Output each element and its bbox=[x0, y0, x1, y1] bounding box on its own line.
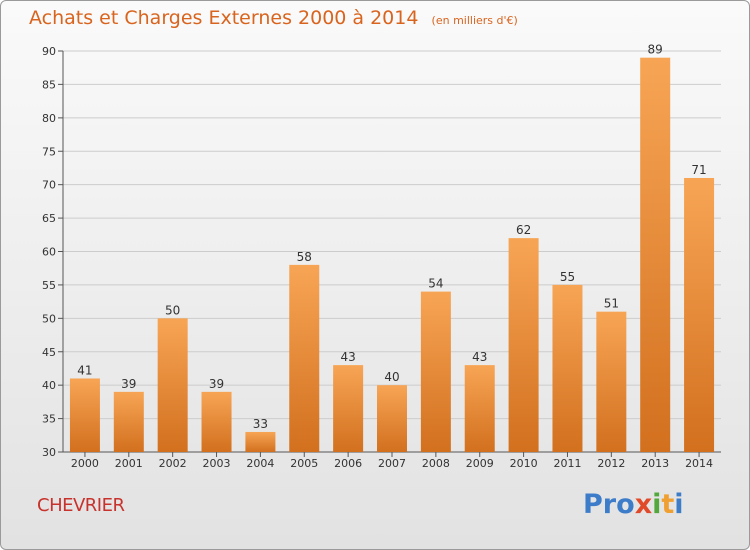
value-label: 55 bbox=[560, 270, 575, 284]
bar-2014 bbox=[684, 177, 715, 452]
x-tick-label: 2005 bbox=[290, 457, 318, 470]
x-tick-label: 2000 bbox=[71, 457, 99, 470]
value-label: 40 bbox=[384, 370, 399, 384]
x-tick-label: 2008 bbox=[422, 457, 450, 470]
y-tick-label: 70 bbox=[42, 179, 56, 192]
logo-letter: o bbox=[616, 489, 635, 520]
proxiti-logo: Proxiti bbox=[583, 489, 684, 520]
bar-2006 bbox=[333, 365, 364, 452]
logo-letter: x bbox=[634, 489, 653, 520]
chart-title: Achats et Charges Externes 2000 à 2014 bbox=[29, 7, 419, 29]
value-label: 39 bbox=[209, 377, 224, 391]
bar-2012 bbox=[596, 311, 627, 452]
y-tick-label: 90 bbox=[42, 45, 56, 58]
value-labels: 41 39 50 39 33 58 43 40 54 43 62 55 51 89 71 bbox=[77, 43, 706, 431]
logo-letter: r bbox=[602, 489, 617, 520]
y-tick-label: 45 bbox=[42, 346, 56, 359]
y-tick-label: 65 bbox=[42, 212, 56, 225]
y-tick-label: 60 bbox=[42, 246, 56, 259]
x-tick-label: 2009 bbox=[466, 457, 494, 470]
value-label: 54 bbox=[428, 277, 443, 291]
bar-2009 bbox=[464, 365, 495, 452]
x-tick-label: 2003 bbox=[203, 457, 231, 470]
value-label: 89 bbox=[648, 43, 663, 57]
bar-2002 bbox=[157, 318, 188, 452]
bar-2011 bbox=[552, 284, 583, 452]
x-tick-label: 2006 bbox=[334, 457, 362, 470]
logo-letter: i bbox=[652, 489, 662, 520]
value-label: 51 bbox=[604, 297, 619, 311]
value-label: 41 bbox=[77, 363, 92, 377]
bar-2010 bbox=[508, 238, 539, 452]
bar-2000 bbox=[69, 378, 100, 452]
x-tick-label: 2011 bbox=[553, 457, 581, 470]
x-tick-label: 2012 bbox=[597, 457, 625, 470]
value-label: 43 bbox=[340, 350, 355, 364]
y-tick-label: 30 bbox=[42, 446, 56, 459]
value-label: 39 bbox=[121, 377, 136, 391]
bars bbox=[69, 57, 715, 452]
logo-letter: P bbox=[583, 489, 603, 520]
city-name: CHEVRIER bbox=[37, 495, 125, 516]
x-tick-label: 2001 bbox=[115, 457, 143, 470]
logo-letter: i bbox=[674, 489, 684, 520]
value-label: 33 bbox=[253, 417, 268, 431]
value-label: 50 bbox=[165, 303, 180, 317]
x-tick-label: 2004 bbox=[246, 457, 274, 470]
value-label: 62 bbox=[516, 223, 531, 237]
y-tick-label: 55 bbox=[42, 279, 56, 292]
x-tick-label: 2010 bbox=[510, 457, 538, 470]
y-tick-label: 85 bbox=[42, 78, 56, 91]
bar-2005 bbox=[289, 264, 320, 452]
bar-2013 bbox=[640, 57, 671, 452]
chart-subtitle: (en milliers d'€) bbox=[431, 14, 518, 27]
y-tick-label: 75 bbox=[42, 145, 56, 158]
x-tick-label: 2007 bbox=[378, 457, 406, 470]
y-tick-label: 35 bbox=[42, 413, 56, 426]
x-tick-label: 2002 bbox=[159, 457, 187, 470]
bar-2001 bbox=[113, 391, 144, 452]
logo-letter: t bbox=[661, 489, 675, 520]
x-tick-label: 2014 bbox=[685, 457, 713, 470]
value-label: 58 bbox=[297, 250, 312, 264]
y-tick-label: 40 bbox=[42, 379, 56, 392]
bar-2004 bbox=[245, 431, 276, 452]
bar-2003 bbox=[201, 391, 232, 452]
y-tick-label: 80 bbox=[42, 112, 56, 125]
value-label: 71 bbox=[691, 163, 706, 177]
value-label: 43 bbox=[472, 350, 487, 364]
bar-2007 bbox=[377, 385, 407, 452]
title-row: Achats et Charges Externes 2000 à 2014 (… bbox=[29, 7, 518, 29]
y-tick-label: 50 bbox=[42, 312, 56, 325]
x-tick-label: 2013 bbox=[641, 457, 669, 470]
axes: 30 35 40 45 50 55 60 65 70 75 80 85 90 2000 2001 2002 20… bbox=[42, 45, 721, 470]
bar-2008 bbox=[420, 291, 451, 452]
